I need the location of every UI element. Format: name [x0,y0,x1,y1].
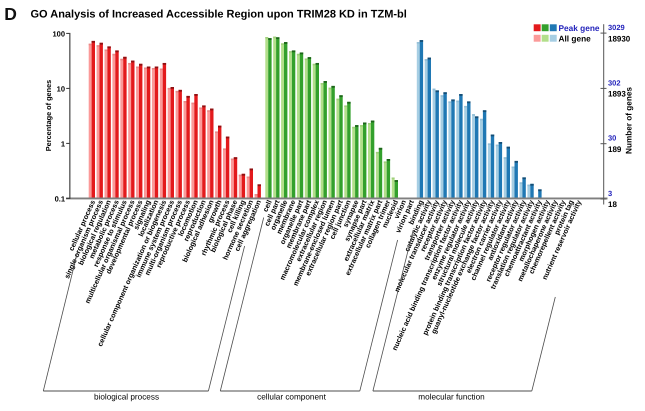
svg-text:189: 189 [608,145,622,154]
svg-text:All gene: All gene [559,34,592,44]
svg-text:biological process: biological process [94,393,159,402]
svg-text:100: 100 [52,29,65,38]
svg-text:18930: 18930 [608,34,631,43]
svg-text:Percentage of genes: Percentage of genes [44,80,53,151]
svg-text:D: D [4,4,17,24]
svg-text:302: 302 [608,78,621,87]
svg-text:0.1: 0.1 [55,194,65,203]
svg-text:18: 18 [608,200,617,209]
svg-text:cellular component: cellular component [257,393,326,402]
svg-text:3: 3 [608,189,612,198]
svg-text:Peak gene: Peak gene [559,23,600,33]
svg-text:molecular function: molecular function [418,393,485,402]
svg-text:30: 30 [608,134,616,143]
svg-text:GO Analysis of Increased Acces: GO Analysis of Increased Accessible Regi… [31,9,407,21]
svg-text:10: 10 [57,84,65,93]
svg-text:cell: cell [261,199,274,214]
svg-text:1893: 1893 [608,90,626,99]
svg-text:3029: 3029 [608,23,625,32]
svg-text:Number of genes: Number of genes [625,87,634,154]
svg-text:1: 1 [61,139,65,148]
